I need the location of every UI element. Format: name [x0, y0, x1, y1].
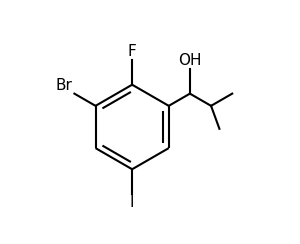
Text: Br: Br — [56, 78, 73, 93]
Text: OH: OH — [178, 53, 202, 68]
Text: F: F — [128, 44, 136, 59]
Text: I: I — [130, 195, 134, 210]
